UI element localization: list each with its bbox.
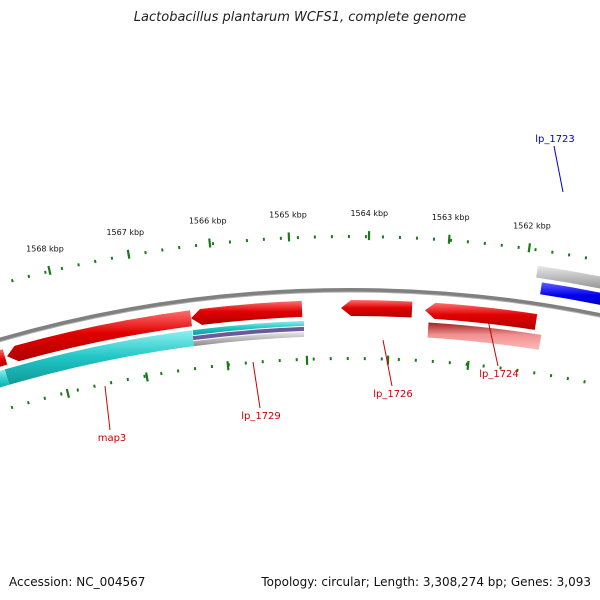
inner-major-tick — [65, 388, 71, 399]
tick-label: 1567 kbp — [106, 228, 144, 237]
inner-scale-dot — [583, 380, 586, 384]
gene-features — [0, 265, 600, 388]
tick-label: 1568 kbp — [26, 244, 64, 253]
inner-major-tick — [466, 360, 470, 370]
tick-label: 1566 kbp — [189, 217, 227, 226]
inner-scale-dot — [76, 388, 80, 392]
cds-partial-left — [0, 369, 10, 388]
inner-scale-dot — [43, 396, 47, 400]
tick-label: 1562 kbp — [513, 222, 551, 231]
gene-lp_1729 — [191, 300, 303, 325]
leader-line — [252, 361, 261, 409]
major-tick — [447, 234, 451, 244]
outer-scale-dot — [27, 274, 31, 279]
cds-map3 — [4, 330, 194, 385]
leader-line — [487, 319, 499, 367]
inner-major-tick — [226, 361, 230, 371]
gene-red-partial — [0, 349, 8, 367]
gene-label: lp_1729 — [241, 411, 281, 422]
leader-line — [104, 385, 111, 431]
outer-scale-dot — [567, 253, 571, 257]
outer-scale-dot — [584, 256, 588, 260]
inner-scale-dot — [126, 377, 130, 382]
leader-line — [553, 145, 564, 193]
gene-labels: lp_1723 lp_1724 lp_1726 lp_1729 map3 — [98, 134, 575, 444]
gene-lp_1723 — [540, 282, 600, 305]
major-tick — [126, 249, 131, 259]
cds-lp_1724 — [427, 322, 542, 350]
inner-scale-dot — [93, 384, 96, 388]
cds-lp_1729-teal — [192, 320, 305, 336]
inner-scale-dot — [59, 392, 63, 396]
gene-lp_1726 — [341, 300, 413, 318]
major-tick — [527, 243, 532, 253]
gene-map3 — [7, 310, 192, 362]
gene-grey-block — [536, 265, 600, 289]
outer-scale-dot — [44, 270, 47, 275]
map-title: Lactobacillus plantarum WCFS1, complete … — [133, 10, 467, 25]
major-tick — [47, 265, 52, 275]
outer-scale-dot — [110, 256, 114, 260]
inner-scale-dot — [566, 376, 570, 381]
outer-scale-dot — [77, 263, 80, 267]
outer-scale-dot — [11, 278, 14, 283]
outer-scale-dot — [93, 259, 97, 264]
inner-scale-dot — [143, 374, 146, 378]
backbone-arc — [0, 288, 600, 342]
tick-label: 1565 kbp — [269, 210, 307, 219]
inner-scale-dot — [109, 381, 113, 385]
inner-scale-dot — [10, 405, 14, 410]
scale-ticks: 1562 kbp 1563 kbp 1564 kbp 1565 kbp 1566 kbp… — [10, 209, 600, 410]
tick-label: 1564 kbp — [350, 209, 388, 218]
backbone-highlight — [0, 291, 600, 343]
gene-lp_1724 — [425, 302, 538, 330]
inner-major-tick — [145, 372, 149, 382]
genome-backbone — [0, 288, 600, 343]
gene-label: map3 — [98, 433, 127, 444]
inner-scale-dot — [27, 401, 30, 405]
cds-lp_1729-grey — [192, 331, 305, 347]
gene-label: lp_1723 — [535, 134, 575, 145]
cds-lp_1729-purple — [192, 326, 305, 341]
gene-label: lp_1726 — [373, 389, 413, 400]
genome-summary-text: Topology: circular; Length: 3,308,274 bp… — [261, 575, 591, 589]
accession-text: Accession: NC_004567 — [9, 575, 146, 589]
gene-label: lp_1724 — [479, 369, 519, 380]
outer-scale-dot — [60, 266, 64, 271]
leader-line — [382, 339, 393, 387]
tick-label: 1563 kbp — [432, 213, 470, 222]
major-tick — [208, 238, 212, 248]
inner-scale-dot — [549, 373, 553, 378]
